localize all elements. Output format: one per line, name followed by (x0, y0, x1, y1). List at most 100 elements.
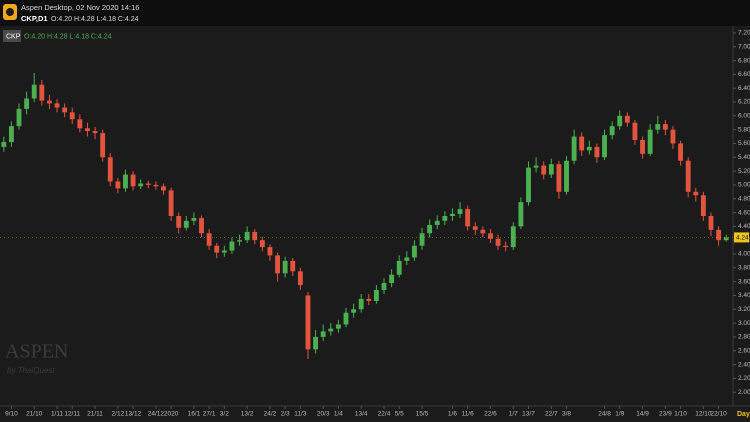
candle-body (92, 131, 98, 134)
candle-body (602, 135, 607, 158)
candle-body (419, 233, 425, 246)
x-tick-label: 2/3 (281, 411, 290, 418)
candle-body (518, 202, 524, 227)
candle-body (389, 274, 395, 284)
x-tick-label: 16/1 (188, 411, 201, 418)
candle-body (275, 255, 280, 274)
candle-body (670, 129, 676, 144)
x-tick-label: 3/2 (220, 411, 229, 418)
x-tick-label: 15/5 (416, 411, 429, 418)
x-tick-label: 9/10 (5, 411, 18, 418)
y-tick-label: 2.60 (738, 347, 750, 354)
candle-body (571, 136, 577, 161)
candle-body (503, 245, 509, 248)
candle-body (548, 164, 554, 175)
candle-body (62, 107, 68, 113)
candle-body (434, 220, 440, 225)
x-tick-label: 11/6 (462, 411, 475, 418)
y-tick-label: 7.00 (738, 43, 750, 50)
x-tick-label: 24/8 (598, 411, 611, 418)
candle-body (206, 233, 212, 246)
plot-area (0, 26, 733, 406)
x-tick-label: 21/11 (87, 411, 103, 418)
x-tick-label: 13/12 (125, 411, 142, 418)
x-tick-label: 13/4 (355, 411, 368, 418)
y-tick-label: 6.20 (738, 99, 750, 106)
candle-body (320, 331, 326, 337)
y-tick-label: 2.00 (738, 389, 750, 396)
candle-body (161, 186, 166, 191)
y-tick-label: 5.40 (738, 154, 750, 161)
candle-body (541, 165, 547, 175)
candle-body (693, 191, 699, 196)
candle-body (176, 216, 182, 228)
app-title: Aspen Desktop, 02 Nov 2020 14:16 (21, 3, 139, 12)
y-tick-label: 6.60 (738, 71, 750, 78)
y-tick-label: 4.60 (738, 209, 750, 216)
candle-body (221, 250, 227, 253)
candle-body (85, 128, 90, 132)
candle-body (617, 115, 623, 127)
candle-body (138, 183, 144, 187)
candle-body (77, 119, 83, 129)
x-tick-label: 24/12 (148, 411, 165, 418)
candle-body (457, 209, 463, 214)
x-tick-label: 2020 (164, 411, 179, 418)
y-tick-label: 2.20 (738, 375, 750, 382)
candle-body (662, 124, 668, 130)
y-tick-label: 7.20 (738, 30, 750, 37)
y-tick-label: 6.80 (738, 57, 750, 64)
candle-body (404, 257, 410, 261)
y-tick-label: 3.40 (738, 292, 750, 299)
candle-body (351, 309, 357, 313)
candle-body (229, 241, 235, 251)
symbol: CKP,D1 (21, 14, 48, 23)
candle-body (237, 240, 242, 242)
x-tick-label: 22/4 (378, 411, 391, 418)
candle-body (290, 260, 296, 272)
candle-body (411, 245, 417, 258)
candle-body (700, 195, 706, 216)
candle-body (708, 216, 714, 230)
candle-body (115, 181, 121, 189)
candle-body (305, 295, 311, 350)
x-tick-label: 27/1 (203, 411, 216, 418)
x-tick-label: 1/4 (334, 411, 343, 418)
x-tick-label: 14/9 (636, 411, 649, 418)
watermark-brand: ASPEN (5, 341, 68, 363)
last-price-label: 4.24 (736, 235, 749, 242)
candle-body (168, 190, 174, 216)
y-tick-label: 3.60 (738, 278, 750, 285)
y-tick-label: 5.20 (738, 168, 750, 175)
candle-body (358, 298, 364, 310)
y-tick-label: 4.40 (738, 223, 750, 230)
candle-body (564, 160, 569, 192)
y-tick-label: 3.80 (738, 265, 750, 272)
candle-body (259, 240, 265, 248)
x-tick-label: 3/8 (562, 411, 571, 418)
x-tick-label: 23/9 (659, 411, 672, 418)
y-tick-label: 6.40 (738, 85, 750, 92)
candle-body (130, 174, 136, 187)
legend-ohlc: O:4.20 H:4.28 L:4.18 C:4.24 (24, 33, 112, 40)
candle-body (472, 226, 478, 230)
candle-body (685, 160, 691, 192)
legend-symbol-box (3, 30, 21, 42)
y-tick-label: 5.80 (738, 126, 750, 133)
y-tick-label: 2.80 (738, 334, 750, 341)
candle-body (510, 226, 516, 248)
candle-body (107, 157, 113, 182)
candle-body (373, 289, 379, 301)
y-tick-label: 6.00 (738, 113, 750, 120)
candle-body (442, 216, 448, 221)
candle-body (396, 260, 402, 275)
candle-body (533, 165, 539, 168)
y-tick-label: 3.20 (738, 306, 750, 313)
candle-body (716, 229, 722, 241)
candle-body (586, 146, 592, 151)
candle-body (39, 84, 45, 101)
last-price-box (734, 232, 749, 243)
candle-body (145, 183, 151, 185)
y-tick-label: 2.40 (738, 361, 750, 368)
